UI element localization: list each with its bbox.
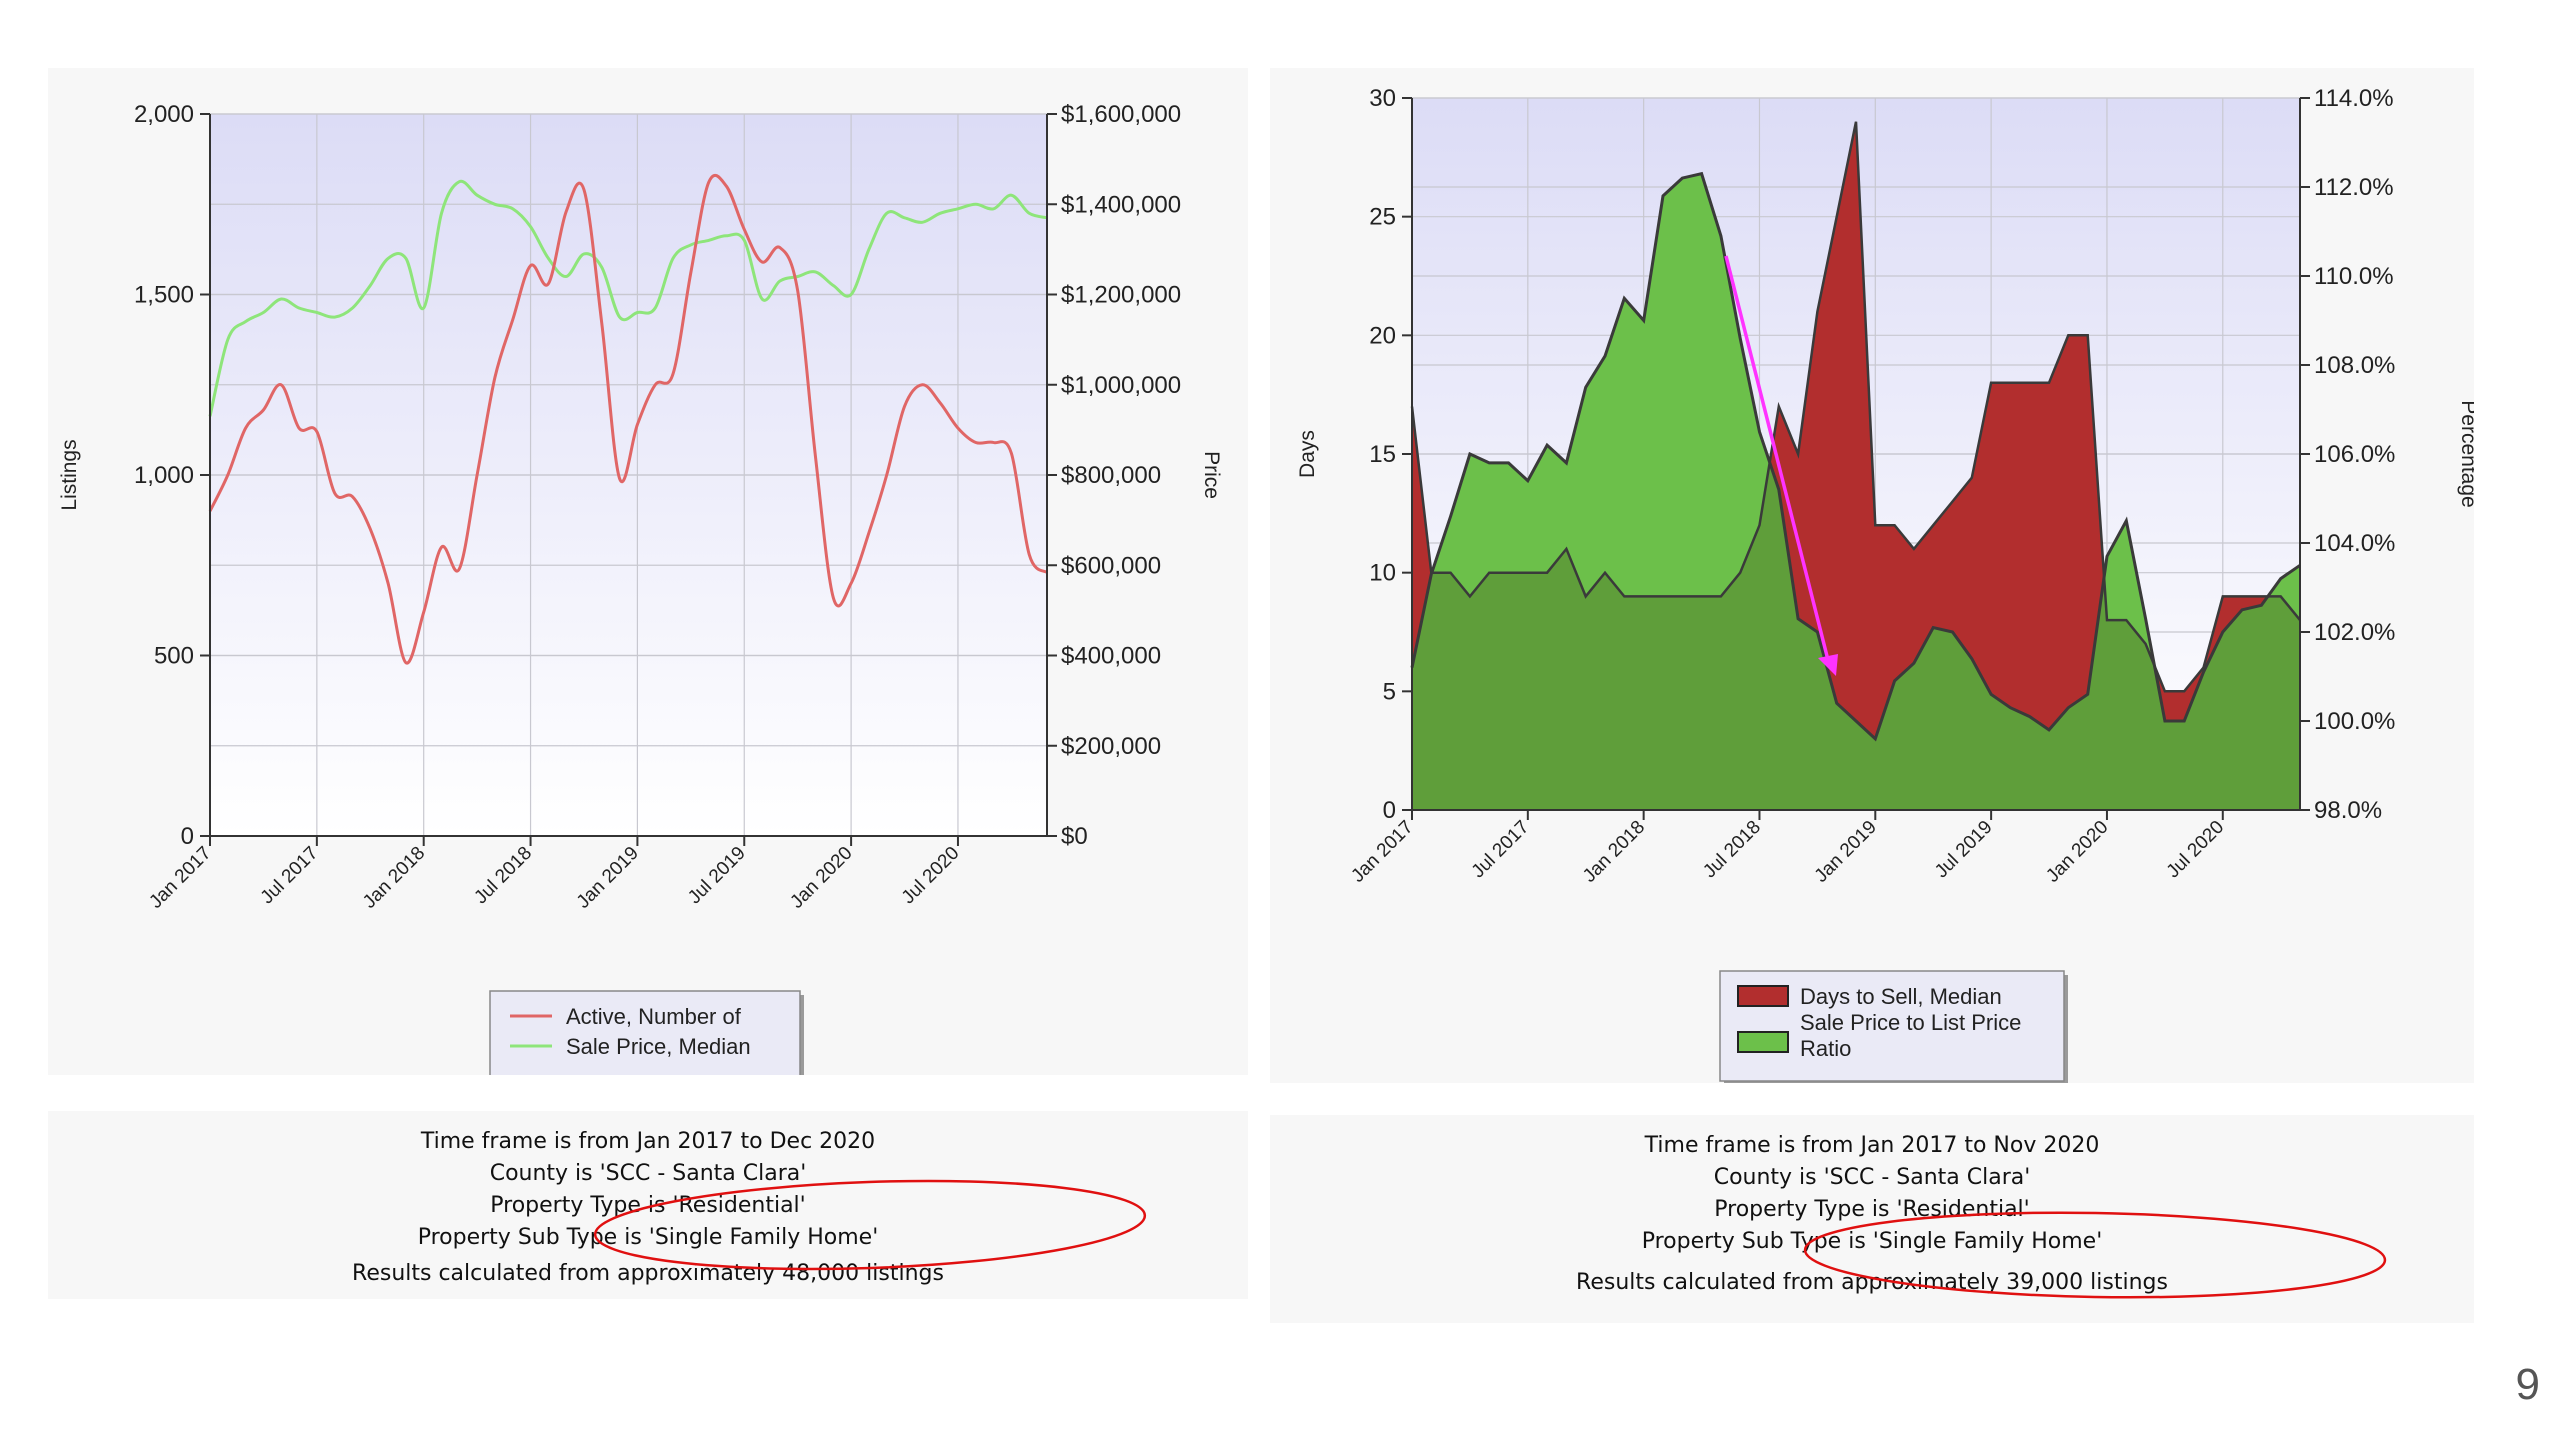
y-tick-label-left: 5: [1383, 678, 1396, 705]
y-tick-label-left: 20: [1369, 322, 1396, 349]
chart2-panel: 0 5 10 15 20 25 30 98.0% 100.0% 102.0% 104.0% 106.0…: [1270, 68, 2474, 1083]
x-tick-label: Jan 2018: [1579, 817, 1649, 887]
y-tick-label-right: $1,600,000: [1061, 101, 1181, 128]
info1-county: County is 'SCC - Santa Clara': [489, 1161, 807, 1186]
legend-box: [489, 990, 801, 1075]
x-tick-label: Jul 2020: [2163, 817, 2229, 883]
series-line-active-number: [208, 173, 1049, 665]
legend-label-ratio-line1: Sale Price to List Price: [1800, 1010, 2021, 1035]
legend-label-ratio-line2: Ratio: [1800, 1036, 1851, 1061]
y-tick-label-left: 1,500: [134, 282, 194, 309]
trend-arrow-shaft: [1724, 255, 1832, 669]
trend-arrow: [1724, 255, 1838, 676]
x-tick-label: Jul 2019: [1931, 817, 1997, 883]
info2-property-type: Property Type is 'Residential': [1714, 1197, 2030, 1222]
y-tick-label-left: 0: [181, 823, 194, 850]
y-axis-title-left: Days: [1296, 430, 1319, 478]
y-tick-label-right: 104.0%: [2314, 530, 2395, 557]
legend-label-active: Active, Number of: [566, 1004, 742, 1029]
x-tick-label: Jul 2019: [684, 843, 750, 909]
info2-county: County is 'SCC - Santa Clara': [1713, 1165, 2031, 1190]
x-tick-label: Jan 2020: [2042, 817, 2112, 887]
y-tick-label-left: 1,000: [134, 462, 194, 489]
legend: Active, Number of Sale Price, Median: [489, 990, 804, 1075]
info2-panel: Time frame is from Jan 2017 to Nov 2020 …: [1270, 1115, 2474, 1323]
y-tick-label-right: 114.0%: [2314, 85, 2394, 112]
x-tick-label: Jul 2018: [1699, 817, 1765, 883]
series-outline-days-to-sell: [1410, 121, 2301, 693]
series-line-sale-price-median: [208, 179, 1048, 417]
x-tick-label: Jan 2019: [1811, 817, 1881, 887]
x-tick-label: Jul 2020: [898, 843, 964, 909]
info1-property-subtype: Property Sub Type is 'Single Family Home…: [417, 1225, 879, 1250]
y-axis-title-right: Percentage: [2457, 400, 2474, 507]
y-tick-label-right: 108.0%: [2314, 352, 2395, 379]
y-tick-label-right: 102.0%: [2314, 619, 2395, 646]
y-tick-label-right: $200,000: [1061, 733, 1161, 760]
legend-label-days: Days to Sell, Median: [1800, 984, 2002, 1009]
y-tick-label-left: 500: [154, 643, 194, 670]
legend-label-sale-price: Sale Price, Median: [566, 1034, 751, 1059]
info2-property-subtype: Property Sub Type is 'Single Family Home…: [1641, 1229, 2103, 1254]
y-tick-label-right: 98.0%: [2314, 797, 2382, 824]
series-outline-ratio: [1410, 171, 2301, 742]
y-tick-label-right: $1,200,000: [1061, 282, 1181, 309]
info2-results-count: Results calculated from approximately 39…: [1576, 1270, 2168, 1295]
info2-timeframe: Time frame is from Jan 2017 to Nov 2020: [1644, 1133, 2100, 1158]
page-number: 9: [2515, 1360, 2540, 1409]
y-tick-label-left: 15: [1369, 441, 1396, 468]
legend-swatch-ratio: [1737, 1031, 1789, 1053]
x-tick-label: Jan 2020: [787, 843, 857, 913]
y-tick-label-right: 106.0%: [2314, 441, 2395, 468]
x-tick-label: Jul 2018: [470, 843, 536, 909]
info1-panel: Time frame is from Jan 2017 to Dec 2020 …: [48, 1111, 1248, 1299]
x-tick-label: Jan 2018: [359, 843, 429, 913]
days-ratio-chart: 0 5 10 15 20 25 30 98.0% 100.0% 102.0% 104.0% 106.0…: [1296, 85, 2474, 1083]
y-tick-label-left: 30: [1369, 85, 1396, 112]
x-tick-label: Jan 2017: [145, 843, 215, 913]
y-tick-label-right: 110.0%: [2314, 263, 2394, 290]
y-axis-title-right: Price: [1200, 451, 1223, 499]
y-tick-label-left: 10: [1369, 560, 1396, 587]
x-tick-label: Jan 2019: [573, 843, 643, 913]
info1-property-type: Property Type is 'Residential': [490, 1193, 806, 1218]
info1-timeframe: Time frame is from Jan 2017 to Dec 2020: [420, 1129, 876, 1154]
info1-results-count: Results calculated from approximately 48…: [352, 1261, 944, 1286]
x-tick-label: Jul 2017: [1468, 817, 1534, 883]
y-tick-label-right: $1,000,000: [1061, 372, 1181, 399]
y-tick-label-right: 100.0%: [2314, 708, 2395, 735]
y-tick-label-right: $0: [1061, 823, 1088, 850]
y-axis-title-left: Listings: [58, 439, 81, 510]
y-tick-label-left: 25: [1369, 204, 1396, 231]
legend-swatch-days: [1737, 985, 1789, 1007]
y-tick-label-right: $800,000: [1061, 462, 1161, 489]
y-tick-label-right: $400,000: [1061, 643, 1161, 670]
y-tick-label-left: 0: [1383, 797, 1396, 824]
y-tick-label-left: 2,000: [134, 101, 194, 128]
chart1-panel: 0 500 1,000 1,500 2,000 $0 $200,000 $400,000 $60…: [48, 68, 1248, 1075]
y-tick-label-right: $600,000: [1061, 552, 1161, 579]
y-tick-label-right: 112.0%: [2314, 174, 2394, 201]
listings-price-chart: 0 500 1,000 1,500 2,000 $0 $200,000 $400,000 $60…: [58, 101, 1223, 1075]
x-tick-label: Jul 2017: [257, 843, 323, 909]
trend-arrow-head: [1818, 654, 1838, 676]
y-tick-label-right: $1,400,000: [1061, 191, 1181, 218]
x-tick-label: Jan 2017: [1347, 817, 1417, 887]
